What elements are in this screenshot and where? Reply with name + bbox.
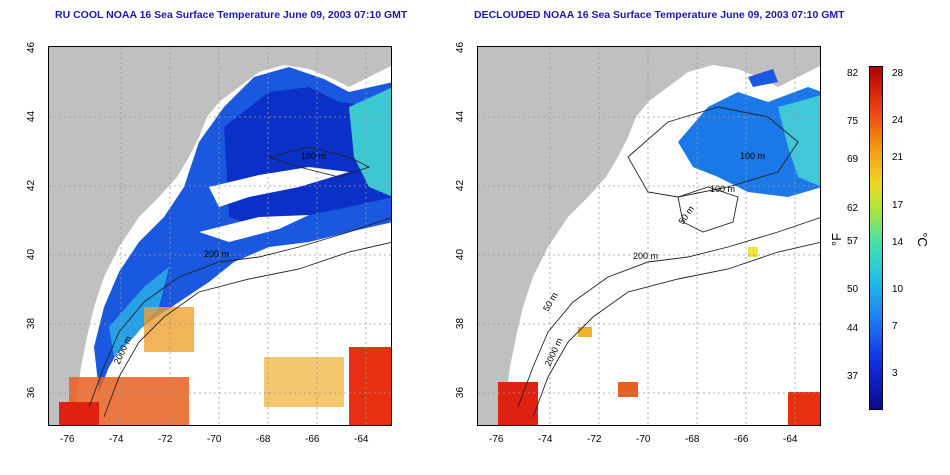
x-tick: -72 xyxy=(587,434,601,445)
x-tick: -66 xyxy=(734,434,748,445)
x-tick: -74 xyxy=(109,434,123,445)
celsius-unit-label: °C xyxy=(915,232,930,247)
contour-label-200m: 200 m xyxy=(633,251,658,261)
x-tick: -68 xyxy=(685,434,699,445)
y-tick: 38 xyxy=(455,318,466,329)
x-tick: -76 xyxy=(489,434,503,445)
contour-label-100m-a: 100 m xyxy=(740,151,765,161)
colorbar-c-tick: 17 xyxy=(892,200,903,211)
sst-map-right: 100 m 100 m 50 m 200 m 50 m 2000 m xyxy=(477,46,821,426)
x-tick: -70 xyxy=(207,434,221,445)
colorbar-f-tick: 50 xyxy=(847,284,858,295)
colorbar-c-tick: 28 xyxy=(892,68,903,79)
colorbar-f-tick: 62 xyxy=(847,203,858,214)
y-tick: 42 xyxy=(26,180,37,191)
panel-title-left: RU COOL NOAA 16 Sea Surface Temperature … xyxy=(55,9,407,21)
y-tick: 38 xyxy=(26,318,37,329)
colorbar-f-tick: 69 xyxy=(847,154,858,165)
x-tick: -64 xyxy=(354,434,368,445)
colorbar-f-tick: 57 xyxy=(847,236,858,247)
y-tick: 46 xyxy=(455,42,466,53)
x-tick: -72 xyxy=(158,434,172,445)
x-tick: -74 xyxy=(538,434,552,445)
contour-label-100m: 100 m xyxy=(301,151,326,161)
x-tick: -68 xyxy=(256,434,270,445)
colorbar-c-tick: 7 xyxy=(892,321,898,332)
panel-title-right: DECLOUDED NOAA 16 Sea Surface Temperatur… xyxy=(474,9,845,21)
fahrenheit-unit-label: °F xyxy=(829,233,844,246)
x-tick: -64 xyxy=(783,434,797,445)
temperature-colorbar xyxy=(869,66,883,410)
colorbar-f-tick: 37 xyxy=(847,371,858,382)
y-tick: 40 xyxy=(26,249,37,260)
colorbar-f-tick: 82 xyxy=(847,68,858,79)
colorbar-c-tick: 24 xyxy=(892,115,903,126)
contour-label-100m-b: 100 m xyxy=(710,184,735,194)
contour-label-200m: 200 m xyxy=(204,249,229,259)
colorbar-c-tick: 3 xyxy=(892,368,898,379)
x-tick: -70 xyxy=(636,434,650,445)
x-tick: -76 xyxy=(60,434,74,445)
colorbar-f-tick: 44 xyxy=(847,323,858,334)
x-tick: -66 xyxy=(305,434,319,445)
y-tick: 40 xyxy=(455,249,466,260)
colorbar-c-tick: 14 xyxy=(892,237,903,248)
y-tick: 36 xyxy=(455,387,466,398)
y-tick: 44 xyxy=(455,111,466,122)
colorbar-f-tick: 75 xyxy=(847,116,858,127)
y-tick: 44 xyxy=(26,111,37,122)
colorbar-c-tick: 21 xyxy=(892,152,903,163)
y-tick: 42 xyxy=(455,180,466,191)
y-tick: 36 xyxy=(26,387,37,398)
colorbar-c-tick: 10 xyxy=(892,284,903,295)
sst-map-left: 100 m 200 m 2000 m xyxy=(48,46,392,426)
y-tick: 46 xyxy=(26,42,37,53)
